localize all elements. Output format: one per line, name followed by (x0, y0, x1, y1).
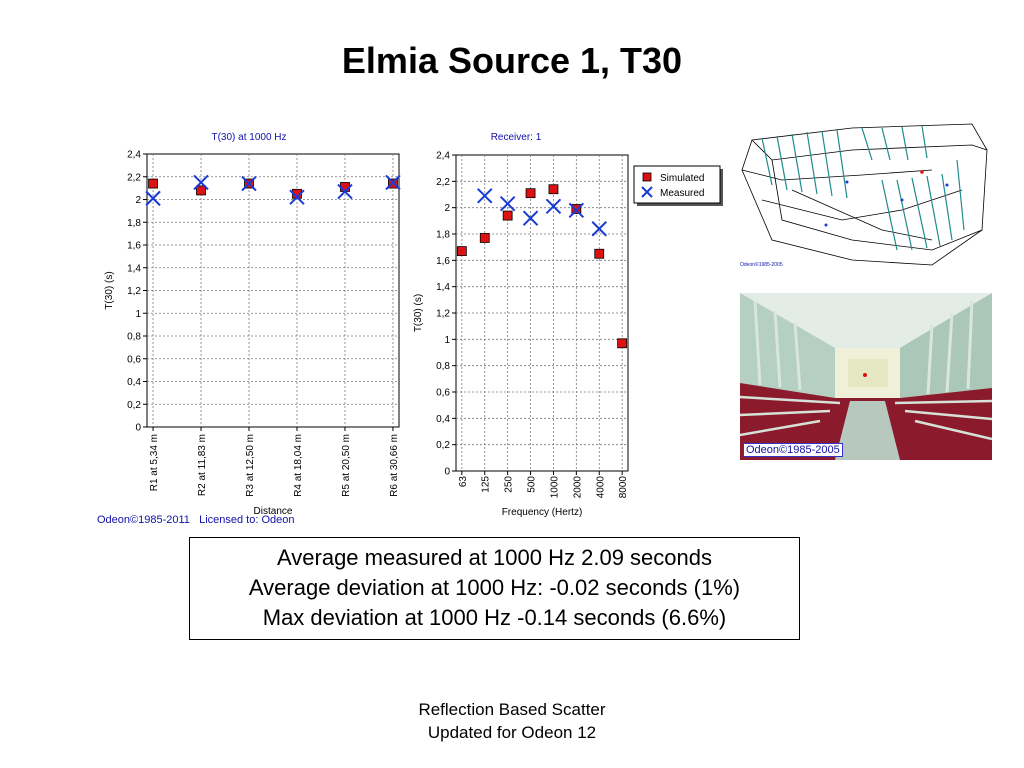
chart-1: T(30) at 1000 Hz 0 0,2 0,4 0,6 0,8 1 1,2 1,4 1,6 1… (104, 132, 401, 517)
measured-point (545, 198, 562, 215)
x-tick-label: R3 at 12,50 m (245, 434, 256, 497)
y-axis-label: T(30) (s) (413, 294, 424, 332)
x-axis-label: Distance (254, 506, 293, 517)
y-tick-label: 1,2 (127, 286, 141, 297)
y-tick-label: 0,6 (436, 388, 450, 399)
legend-box (633, 165, 721, 204)
legend-label: Measured (660, 188, 704, 199)
legend-label: Simulated (660, 173, 704, 184)
summary-line-max-deviation: Max deviation at 1000 Hz -0.14 seconds (… (262, 605, 727, 630)
measured-point (477, 188, 493, 204)
x-tick-label: 4000 (595, 476, 606, 499)
y-tick-label: 2,2 (127, 172, 141, 183)
simulated-point (479, 233, 490, 243)
y-tick-label: 0,2 (436, 440, 450, 451)
y-tick-label: 1 (444, 335, 450, 346)
measured-point (145, 190, 161, 207)
simulated-point (196, 185, 206, 196)
simulated-point (594, 248, 605, 259)
chart-title: T(30) at 1000 Hz (211, 132, 286, 143)
measured-point (289, 189, 305, 205)
y-tick-label: 1,8 (436, 230, 450, 241)
x-tick-label: R2 at 11,83 m (197, 434, 208, 496)
simulated-point (548, 184, 559, 195)
y-tick-label: 1,4 (436, 282, 450, 293)
y-tick-label: 1,6 (127, 241, 141, 252)
legend-simulated-swatch (642, 172, 652, 182)
x-tick-label: 8000 (618, 476, 629, 499)
x-tick-label: R5 at 20,50 m (341, 434, 352, 497)
footer-line-2: Updated for Odeon 12 (427, 723, 597, 742)
y-tick-label: 2,4 (127, 150, 141, 161)
y-tick-label: 0,8 (127, 332, 141, 343)
y-tick-label: 1 (135, 309, 141, 320)
y-tick-label: 0,4 (436, 414, 450, 425)
y-tick-label: 1,8 (127, 218, 141, 229)
legend-measured-swatch (641, 186, 653, 198)
x-tick-label: 125 (481, 476, 492, 493)
summary-box: Average measured at 1000 Hz 2.09 seconds… (189, 537, 800, 640)
simulated-point (456, 246, 467, 257)
measured-point (591, 221, 607, 237)
y-axis-label: T(30) (s) (104, 271, 115, 309)
simulated-point (525, 188, 536, 199)
x-tick-label: R1 at 5,34 m (149, 434, 160, 491)
y-tick-label: 0,4 (127, 377, 141, 388)
y-tick-label: 1,2 (436, 309, 450, 320)
hall-interior-render-image (740, 293, 992, 460)
y-tick-label: 0 (135, 423, 141, 434)
x-tick-label: 1000 (549, 476, 560, 499)
legend: Simulated Measured (633, 165, 723, 206)
y-tick-label: 0,6 (127, 354, 141, 365)
measured-point (385, 174, 401, 191)
x-tick-label: 63 (458, 476, 469, 488)
odeon-license-credit: Odeon©1985-2011 Licensed to: Odeon (97, 514, 295, 526)
model-copyright-label: Odeon©1985-2005 (740, 262, 783, 268)
measured-point (337, 183, 353, 200)
y-tick-label: 1,4 (127, 263, 141, 274)
x-tick-label: R4 at 18,04 m (293, 434, 304, 497)
x-tick-label: 2000 (572, 476, 583, 499)
footer-line-1: Reflection Based Scatter (418, 700, 606, 719)
simulated-point (502, 210, 513, 221)
measured-point (522, 210, 539, 226)
measured-point (499, 196, 516, 212)
chart-2: Receiver: 1 0 0,2 0,4 0,6 0,8 1 1,2 1,4 1,6 1,8 2 2,… (413, 132, 723, 518)
summary-line-average: Average measured at 1000 Hz 2.09 seconds (277, 545, 712, 570)
measured-point (193, 174, 209, 191)
y-tick-label: 2,2 (436, 177, 450, 188)
x-tick-label: 250 (504, 476, 515, 493)
hall-wireframe-model-image (741, 123, 988, 266)
y-tick-label: 2 (444, 203, 450, 214)
measured-point (241, 175, 257, 192)
y-tick-label: 0 (444, 467, 450, 478)
render-copyright-label: Odeon©1985-2005 (743, 443, 843, 457)
summary-line-deviation: Average deviation at 1000 Hz: -0.02 seco… (248, 575, 741, 600)
y-tick-label: 0,8 (436, 361, 450, 372)
x-tick-label: 500 (527, 476, 538, 493)
x-axis-label: Frequency (Hertz) (502, 507, 583, 518)
y-tick-label: 1,6 (436, 256, 450, 267)
simulated-point (148, 178, 158, 189)
simulated-point (617, 338, 628, 349)
y-tick-label: 2 (135, 195, 141, 206)
y-tick-label: 0,2 (127, 400, 141, 411)
footer: Reflection Based Scatter Updated for Ode… (0, 698, 1024, 744)
slide-title: Elmia Source 1, T30 (341, 40, 683, 81)
chart-title: Receiver: 1 (491, 132, 542, 143)
x-tick-label: R6 at 30,66 m (389, 434, 400, 497)
y-tick-label: 2,4 (436, 151, 450, 162)
measured-point (568, 202, 585, 219)
